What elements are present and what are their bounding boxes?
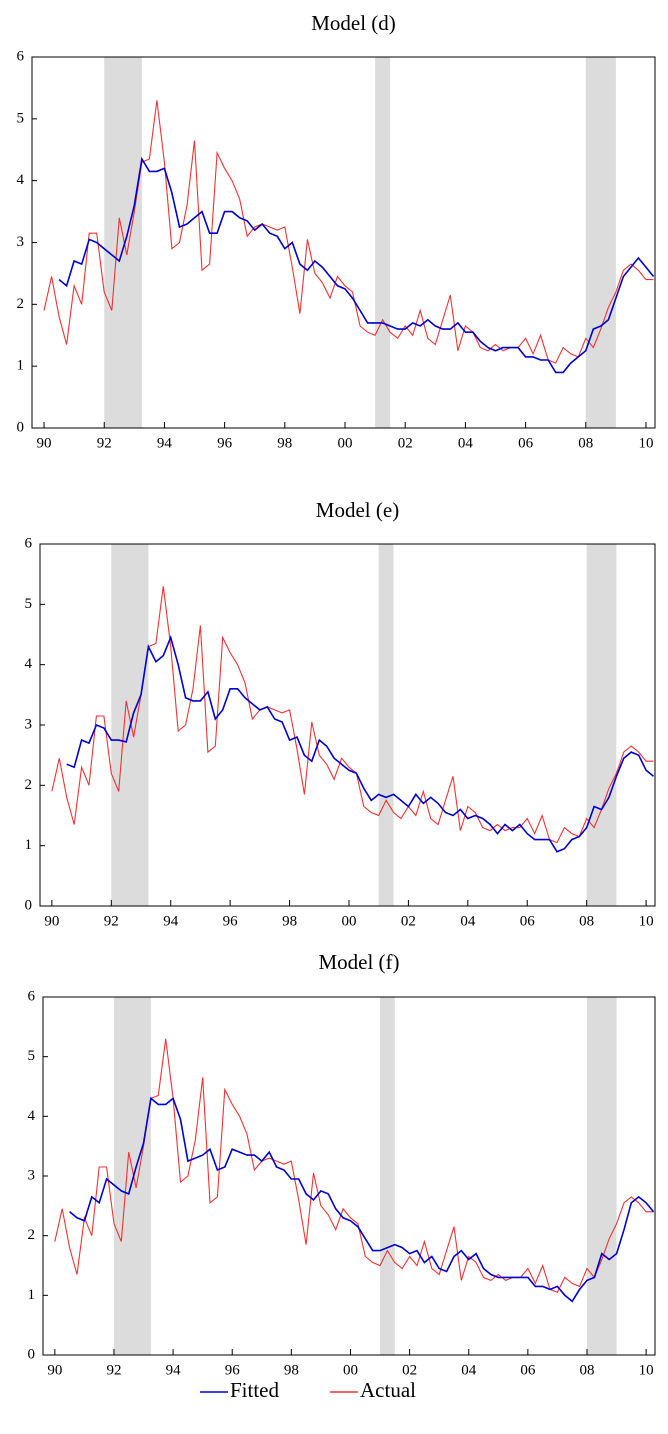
x-tick-label: 98 <box>277 435 292 451</box>
x-tick-label: 02 <box>398 435 413 451</box>
x-tick-label: 06 <box>520 1362 536 1378</box>
y-tick-label: 1 <box>25 837 33 853</box>
y-tick-label: 5 <box>28 1048 36 1064</box>
y-tick-label: 5 <box>17 110 25 126</box>
x-tick-label: 92 <box>104 913 119 929</box>
x-tick-label: 06 <box>518 435 534 451</box>
y-tick-label: 4 <box>28 1108 36 1124</box>
y-tick-label: 3 <box>17 234 25 250</box>
series-line <box>69 1096 655 1303</box>
series-line <box>58 156 655 374</box>
y-tick-label: 2 <box>28 1227 36 1243</box>
recession-band <box>375 57 391 428</box>
x-tick-label: 90 <box>37 435 52 451</box>
chart-title: Model (f) <box>318 950 399 974</box>
x-tick-label: 02 <box>401 913 416 929</box>
y-tick-label: 6 <box>17 48 25 64</box>
y-tick-label: 3 <box>25 716 33 732</box>
x-tick-label: 98 <box>282 913 297 929</box>
y-tick-label: 0 <box>25 897 33 913</box>
series-line <box>43 100 654 364</box>
y-tick-label: 0 <box>17 419 25 435</box>
x-tick-label: 94 <box>157 435 173 451</box>
x-tick-label: 06 <box>520 913 536 929</box>
legend-text: Actual <box>360 1378 416 1402</box>
y-tick-label: 2 <box>17 296 25 312</box>
chart-title: Model (e) <box>316 498 399 522</box>
series-line <box>51 586 654 844</box>
recession-band <box>113 997 151 1355</box>
chart-title: Model (d) <box>311 11 396 35</box>
x-tick-label: 96 <box>223 913 239 929</box>
x-tick-label: 96 <box>217 435 233 451</box>
x-tick-label: 96 <box>225 1362 241 1378</box>
x-tick-label: 94 <box>163 913 179 929</box>
y-tick-label: 2 <box>25 777 33 793</box>
x-tick-label: 92 <box>97 435 112 451</box>
series-line <box>66 635 655 853</box>
x-tick-label: 10 <box>638 435 653 451</box>
x-tick-label: 04 <box>458 435 474 451</box>
x-tick-label: 92 <box>106 1362 121 1378</box>
x-tick-label: 10 <box>639 1362 654 1378</box>
x-tick-label: 00 <box>338 435 353 451</box>
x-tick-label: 04 <box>461 1362 477 1378</box>
recession-band <box>104 57 142 428</box>
x-tick-label: 08 <box>578 435 593 451</box>
recession-band <box>378 544 394 906</box>
x-tick-label: 00 <box>343 1362 358 1378</box>
recession-band <box>585 57 616 428</box>
y-tick-label: 6 <box>25 535 33 551</box>
recession-band <box>380 997 395 1355</box>
x-tick-label: 94 <box>166 1362 182 1378</box>
x-tick-label: 98 <box>284 1362 299 1378</box>
y-tick-label: 0 <box>28 1346 36 1362</box>
x-tick-label: 00 <box>341 913 356 929</box>
legend-text: Fitted <box>230 1378 280 1402</box>
x-tick-label: 10 <box>639 913 654 929</box>
y-tick-label: 6 <box>28 988 36 1004</box>
recession-band <box>587 997 617 1355</box>
x-tick-label: 08 <box>579 913 594 929</box>
y-tick-label: 3 <box>28 1167 36 1183</box>
x-tick-label: 90 <box>47 1362 62 1378</box>
y-tick-label: 1 <box>28 1287 36 1303</box>
x-tick-label: 04 <box>460 913 476 929</box>
x-tick-label: 08 <box>580 1362 595 1378</box>
y-tick-label: 4 <box>25 656 33 672</box>
x-tick-label: 90 <box>44 913 59 929</box>
y-tick-label: 1 <box>17 358 25 374</box>
x-tick-label: 02 <box>402 1362 417 1378</box>
y-tick-label: 4 <box>17 172 25 188</box>
y-tick-label: 5 <box>25 596 33 612</box>
series-line <box>54 1038 654 1293</box>
recession-band <box>586 544 617 906</box>
